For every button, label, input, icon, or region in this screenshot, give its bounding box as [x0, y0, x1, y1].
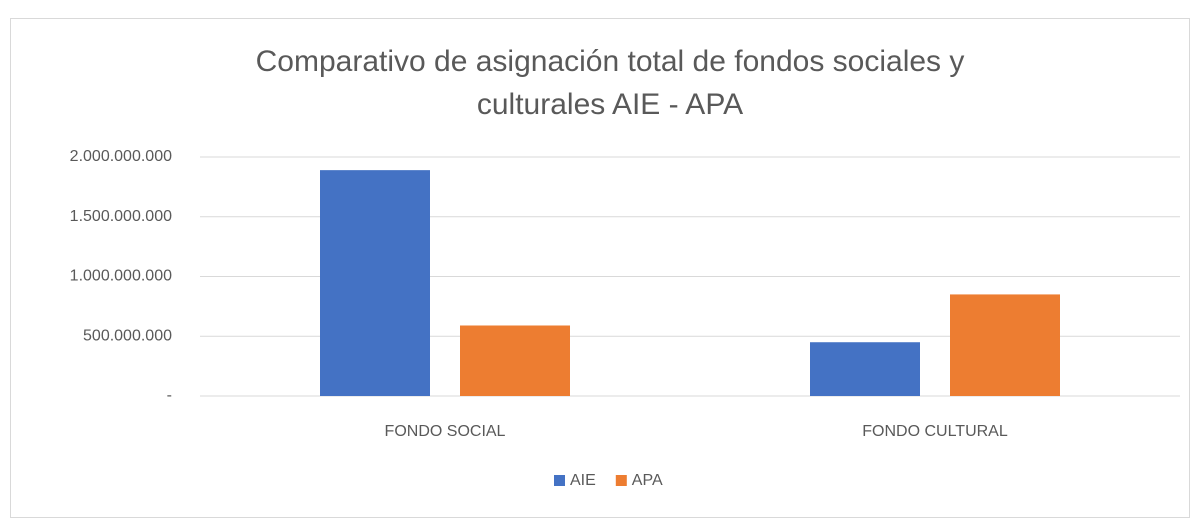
bar — [320, 170, 430, 396]
legend-swatch — [615, 475, 627, 486]
y-tick-label: 1.000.000.000 — [70, 268, 172, 285]
y-tick-label: 1.500.000.000 — [70, 208, 172, 225]
legend-label: APA — [632, 472, 663, 489]
bar — [950, 294, 1060, 396]
x-tick-label: FONDO SOCIAL — [385, 423, 506, 440]
legend-label: AIE — [570, 472, 596, 489]
legend-swatch — [554, 475, 565, 486]
bar — [810, 342, 920, 396]
chart-title: Comparativo de asignación total de fondo… — [255, 45, 965, 121]
y-tick-label: - — [167, 387, 172, 404]
y-tick-label: 2.000.000.000 — [70, 148, 172, 165]
x-tick-label: FONDO CULTURAL — [862, 423, 1008, 440]
y-tick-label: 500.000.000 — [83, 327, 172, 344]
bar — [460, 325, 570, 396]
